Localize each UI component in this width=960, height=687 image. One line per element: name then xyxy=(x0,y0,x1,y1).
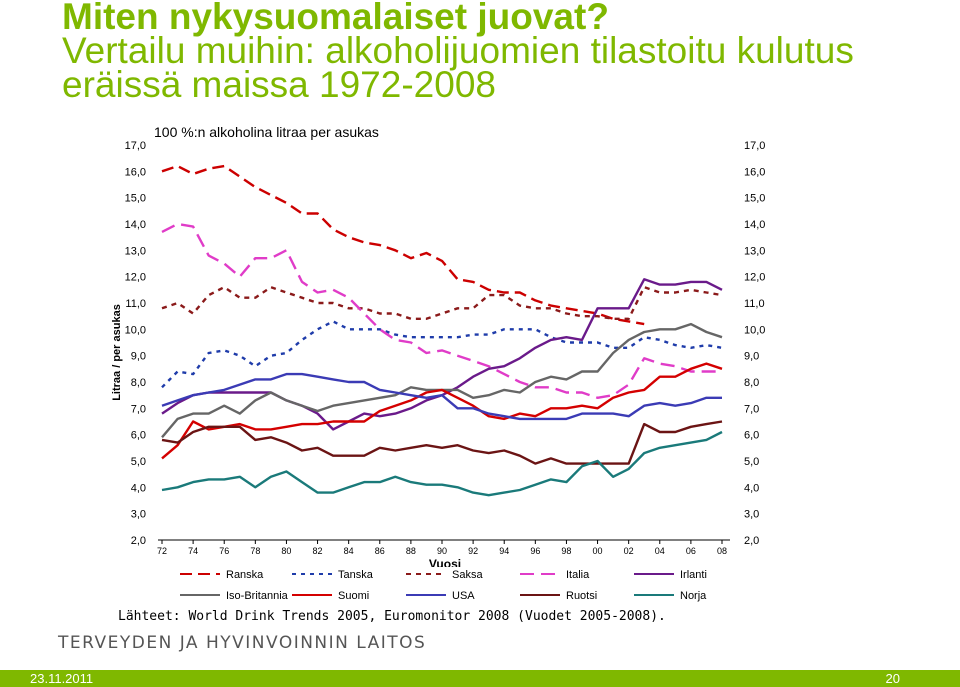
x-tick-label: 84 xyxy=(344,546,354,556)
x-tick-label: 78 xyxy=(250,546,260,556)
x-tick-label: 92 xyxy=(468,546,478,556)
x-tick-label: 82 xyxy=(313,546,323,556)
y-tick-label-left: 10,0 xyxy=(125,324,146,336)
y-tick-label-right: 3,0 xyxy=(744,509,759,521)
organization-name: TERVEYDEN JA HYVINVOINNIN LAITOS xyxy=(58,633,427,653)
y-tick-label-left: 16,0 xyxy=(125,166,146,178)
x-tick-label: 08 xyxy=(717,546,727,556)
y-tick-label-left: 12,0 xyxy=(125,272,146,284)
y-tick-label-left: 3,0 xyxy=(131,509,146,521)
footer-bar: 23.11.2011 20 xyxy=(0,670,960,687)
x-tick-label: 74 xyxy=(188,546,198,556)
y-tick-label-left: 17,0 xyxy=(125,140,146,152)
y-tick-label-left: 14,0 xyxy=(125,219,146,231)
y-tick-label-left: 5,0 xyxy=(131,456,146,468)
y-tick-label-right: 9,0 xyxy=(744,351,759,363)
x-tick-label: 06 xyxy=(686,546,696,556)
x-tick-label: 76 xyxy=(219,546,229,556)
x-tick-label: 94 xyxy=(499,546,509,556)
series-line-italia xyxy=(161,222,722,399)
slide-title: Miten nykysuomalaiset juovat? Vertailu m… xyxy=(62,0,854,105)
y-tick-label-right: 7,0 xyxy=(744,403,759,415)
series-line-ranska xyxy=(161,164,645,326)
x-tick-label: 86 xyxy=(375,546,385,556)
y-tick-label-right: 13,0 xyxy=(744,245,765,257)
footer-date: 23.11.2011 xyxy=(30,671,94,686)
y-tick-label-left: 4,0 xyxy=(131,482,146,494)
title-line-3: eräissä maissa 1972-2008 xyxy=(62,64,496,105)
y-axis-label: Litraa / per asukas xyxy=(111,304,123,401)
x-tick-label: 02 xyxy=(624,546,634,556)
x-tick-label: 98 xyxy=(561,546,571,556)
title-line-2: Vertailu muihin: alkoholijuomien tilasto… xyxy=(62,30,854,71)
y-tick-label-right: 2,0 xyxy=(744,535,759,547)
y-tick-label-left: 13,0 xyxy=(125,245,146,257)
y-tick-label-right: 14,0 xyxy=(744,219,765,231)
legend-label: Ranska xyxy=(226,569,264,581)
y-tick-label-right: 12,0 xyxy=(744,272,765,284)
series-line-usa xyxy=(161,372,722,421)
x-tick-label: 00 xyxy=(593,546,603,556)
page-number: 20 xyxy=(885,671,900,686)
x-tick-label: 72 xyxy=(157,546,167,556)
y-tick-label-left: 15,0 xyxy=(125,193,146,205)
y-tick-label-right: 5,0 xyxy=(744,456,759,468)
source-note: Lähteet: World Drink Trends 2005, Euromo… xyxy=(118,609,666,624)
series-line-saksa xyxy=(161,286,723,320)
series-line-tanska xyxy=(161,320,723,389)
legend-label: Irlanti xyxy=(680,569,707,581)
y-tick-label-right: 4,0 xyxy=(744,482,759,494)
x-tick-label: 88 xyxy=(406,546,416,556)
title-line-1: Miten nykysuomalaiset juovat? xyxy=(62,0,609,37)
x-tick-label: 90 xyxy=(437,546,447,556)
series-line-iso-britannia xyxy=(161,322,723,439)
legend-label: Iso-Britannia xyxy=(226,590,289,602)
chart-title: 100 %:n alkoholina litraa per asukas xyxy=(154,124,379,140)
y-tick-label-right: 8,0 xyxy=(744,377,759,389)
y-tick-label-right: 11,0 xyxy=(744,298,765,310)
y-tick-label-left: 2,0 xyxy=(131,535,146,547)
y-tick-label-right: 10,0 xyxy=(744,324,765,336)
legend-label: Norja xyxy=(680,590,707,602)
legend-label: Italia xyxy=(566,569,590,581)
y-tick-label-right: 17,0 xyxy=(744,140,765,152)
y-tick-label-left: 11,0 xyxy=(125,298,146,310)
y-tick-label-left: 8,0 xyxy=(131,377,146,389)
legend-backdrop xyxy=(170,567,730,577)
y-tick-label-left: 6,0 xyxy=(131,430,146,442)
y-tick-label-right: 16,0 xyxy=(744,166,765,178)
series-line-norja xyxy=(161,430,723,497)
y-tick-label-left: 9,0 xyxy=(131,351,146,363)
legend-label: Suomi xyxy=(338,590,369,602)
legend-label: USA xyxy=(452,590,475,602)
y-tick-label-left: 7,0 xyxy=(131,403,146,415)
x-tick-label: 04 xyxy=(655,546,665,556)
series-line-suomi xyxy=(161,362,723,460)
y-tick-label-right: 15,0 xyxy=(744,193,765,205)
x-tick-label: 80 xyxy=(281,546,291,556)
legend-label: Ruotsi xyxy=(566,590,597,602)
legend-label: Tanska xyxy=(338,569,374,581)
legend-label: Saksa xyxy=(452,569,483,581)
x-tick-label: 96 xyxy=(530,546,540,556)
series-line-ruotsi xyxy=(161,420,723,465)
y-tick-label-right: 6,0 xyxy=(744,430,759,442)
